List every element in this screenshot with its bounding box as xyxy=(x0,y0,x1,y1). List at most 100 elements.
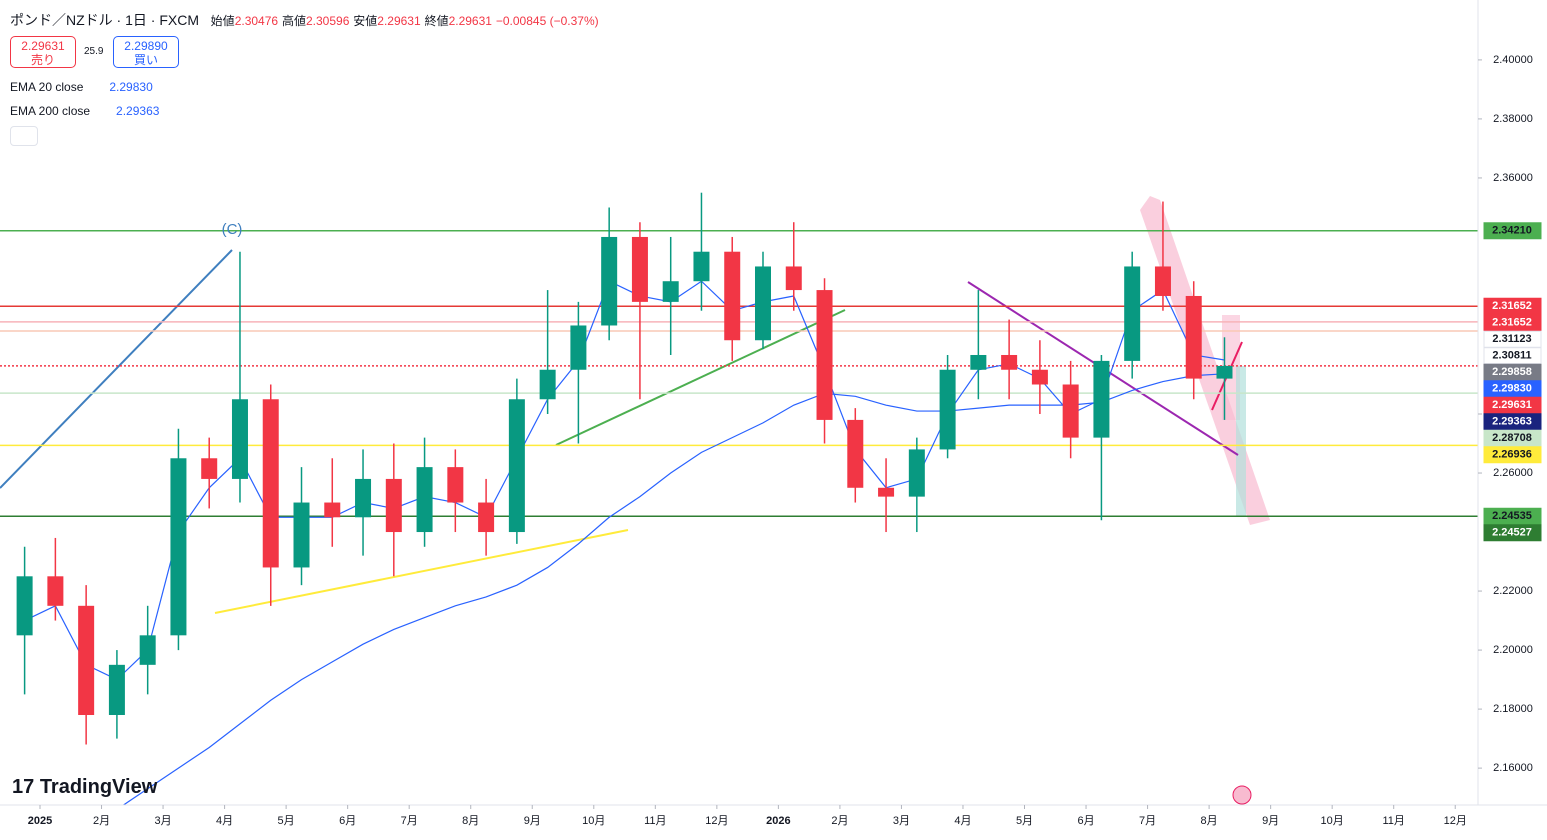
x-tick-label: 2月 xyxy=(831,815,848,827)
x-tick-label: 9月 xyxy=(524,815,541,827)
x-tick-label: 10月 xyxy=(1321,815,1344,827)
ema-line xyxy=(122,373,1225,805)
candle-body xyxy=(324,502,341,518)
candle-body xyxy=(601,236,618,326)
price-tag-label: 2.26936 xyxy=(1492,449,1532,461)
y-tick-label: 2.36000 xyxy=(1493,172,1533,184)
buy-button[interactable]: 2.29890 買い xyxy=(113,36,179,68)
spread: 25.9 xyxy=(84,46,104,57)
legend-value: 2.29363 xyxy=(116,104,160,118)
close-label: 終値 xyxy=(424,14,449,28)
candle-body xyxy=(262,399,279,568)
candle-body xyxy=(878,487,895,497)
sell-price: 2.29631 xyxy=(21,39,65,53)
x-tick-label: 4月 xyxy=(954,815,971,827)
price-tag-label: 2.24535 xyxy=(1492,510,1532,522)
candle-body xyxy=(1124,266,1141,361)
candle-body xyxy=(724,251,741,341)
price-tag-label: 2.24527 xyxy=(1492,527,1532,539)
y-tick-label: 2.26000 xyxy=(1493,467,1533,479)
x-tick-label: 11月 xyxy=(1382,815,1404,827)
low-label: 安値 xyxy=(353,14,378,28)
buy-label: 買い xyxy=(133,53,158,67)
y-tick-label: 2.20000 xyxy=(1493,644,1533,656)
candle-body xyxy=(1185,295,1202,379)
candle-body xyxy=(108,664,125,715)
legend-name: EMA 200 close xyxy=(10,104,91,118)
price-tag xyxy=(1483,524,1542,542)
x-tick-label: 2月 xyxy=(93,815,110,827)
x-tick-label: 6月 xyxy=(339,815,356,827)
price-tag-label: 2.29631 xyxy=(1492,399,1532,411)
price-tag-label: 2.30811 xyxy=(1492,350,1531,362)
candle-body xyxy=(570,325,587,370)
x-tick-label: 8月 xyxy=(1201,815,1218,827)
legend-value: 2.29830 xyxy=(109,80,153,94)
logo-text: TradingView xyxy=(39,776,158,798)
candle-body xyxy=(508,399,525,533)
y-tick-label: 2.40000 xyxy=(1493,54,1533,66)
open: 2.30476 xyxy=(234,14,279,28)
candle-body xyxy=(139,635,156,665)
trend-line xyxy=(214,529,629,614)
price-tag-label: 2.28708 xyxy=(1492,432,1532,444)
x-tick-label: 10月 xyxy=(582,815,605,827)
price-tag-label: 2.29363 xyxy=(1492,416,1532,428)
sell-label: 売り xyxy=(30,53,55,67)
price-tag-label: 2.31652 xyxy=(1492,300,1532,312)
projection xyxy=(1236,366,1246,516)
sell-button[interactable]: 2.29631 売り xyxy=(10,36,76,68)
y-tick-label: 2.22000 xyxy=(1493,585,1533,597)
x-tick-label: 6月 xyxy=(1077,815,1094,827)
y-tick-label: 2.18000 xyxy=(1493,703,1533,715)
x-tick-label: 9月 xyxy=(1262,815,1279,827)
x-tick-label: 3月 xyxy=(893,815,910,827)
candle-body xyxy=(293,502,310,568)
price-tag-label: 2.31652 xyxy=(1492,317,1532,329)
candle-body xyxy=(447,467,464,503)
x-tick-label: 3月 xyxy=(154,815,171,827)
ema-line xyxy=(24,280,1225,681)
collapse-button[interactable] xyxy=(10,126,38,146)
symbol[interactable]: ポンド／NZドル · 1日 · FXCM xyxy=(10,12,199,28)
event-icon[interactable] xyxy=(1232,785,1252,805)
price-tag-label: 2.29830 xyxy=(1492,383,1532,395)
candle-body xyxy=(201,458,218,479)
wave-label: (C) xyxy=(222,221,243,238)
change: −0.00845 (−0.37%) xyxy=(495,14,599,28)
header: ポンド／NZドル · 1日 · FXCM 始値2.30476 高値2.30596… xyxy=(10,10,599,30)
price-tag xyxy=(1483,446,1542,464)
candle-body xyxy=(16,576,33,636)
candle-body xyxy=(1001,354,1018,370)
candle-body xyxy=(631,236,648,302)
candle-body xyxy=(1031,369,1048,385)
candle-body xyxy=(816,290,833,420)
candle-body xyxy=(1154,266,1171,296)
candle-body xyxy=(47,576,64,606)
low: 2.29631 xyxy=(377,14,421,28)
price-tag-label: 2.34210 xyxy=(1492,225,1532,237)
candle-body xyxy=(970,354,987,370)
x-tick-label: 2025 xyxy=(28,815,52,827)
x-tick-label: 7月 xyxy=(1139,815,1156,827)
candle-body xyxy=(693,251,710,282)
y-tick-label: 2.38000 xyxy=(1493,113,1533,125)
candle-body xyxy=(939,369,956,450)
x-tick-label: 8月 xyxy=(462,815,479,827)
x-tick-label: 11月 xyxy=(644,815,666,827)
x-tick-label: 4月 xyxy=(216,815,233,827)
candle-body xyxy=(847,419,864,488)
trend-line xyxy=(0,249,233,489)
logo: 17 TradingView xyxy=(12,776,158,798)
x-tick-label: 2026 xyxy=(766,815,790,827)
x-tick-label: 12月 xyxy=(1444,815,1467,827)
price-tag xyxy=(1483,222,1542,240)
x-tick-label: 12月 xyxy=(705,815,728,827)
legend-item[interactable]: EMA 20 close 2.29830 xyxy=(10,80,153,94)
candle-body xyxy=(754,266,771,341)
legend-item[interactable]: EMA 200 close 2.29363 xyxy=(10,104,159,118)
high-label: 高値 xyxy=(281,14,306,28)
close: 2.29631 xyxy=(448,14,492,28)
candle-body xyxy=(355,478,372,518)
